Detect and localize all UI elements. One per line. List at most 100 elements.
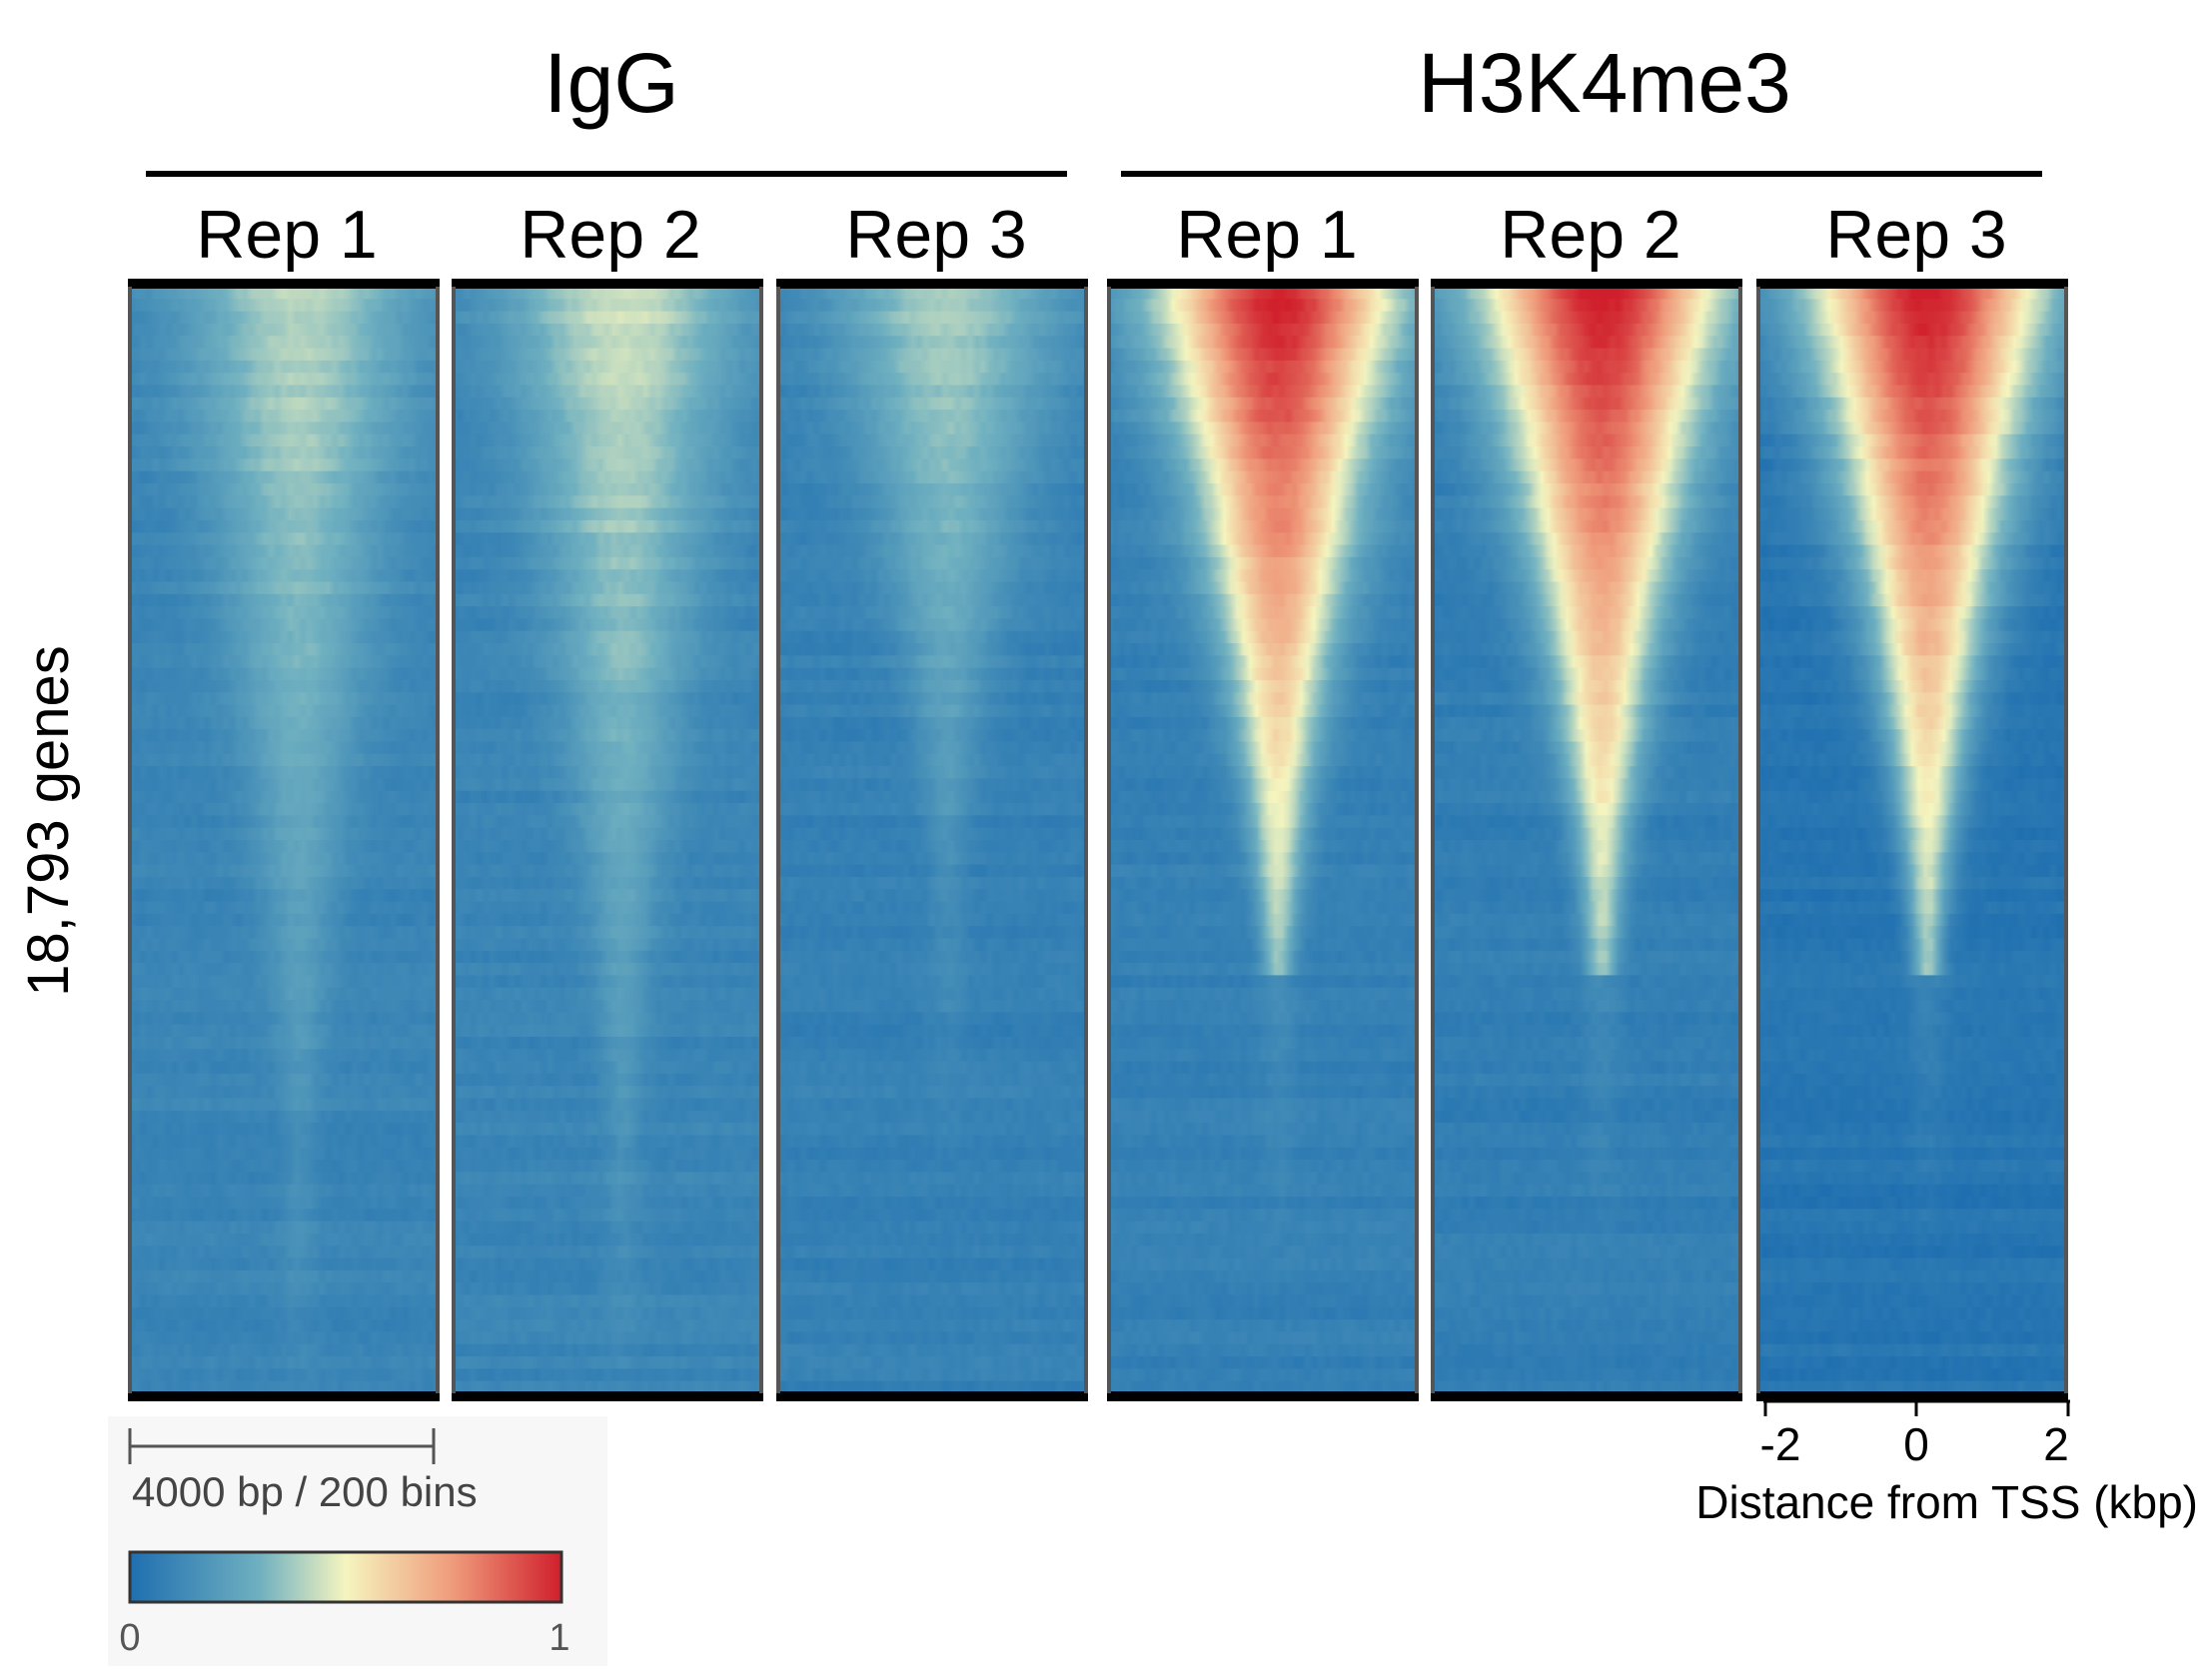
- heatmap-row: [1109, 1086, 1417, 1100]
- heatmap-row: [454, 655, 761, 669]
- replicate-label-igg-rep2: Rep 2: [520, 197, 700, 273]
- heatmap-row: [454, 1343, 761, 1357]
- heatmap-row: [130, 410, 438, 423]
- heatmap-row: [778, 1343, 1086, 1357]
- heatmap-row: [130, 1110, 438, 1124]
- heatmap-row: [1109, 287, 1417, 300]
- heatmap-row: [778, 385, 1086, 399]
- group-title-igg: IgG: [544, 36, 678, 130]
- heatmap-row: [1433, 470, 1740, 484]
- heatmap-row: [130, 569, 438, 583]
- heatmap-row: [1109, 544, 1417, 558]
- heatmap-row: [1758, 643, 2066, 656]
- heatmap-row: [778, 373, 1086, 387]
- heatmap-row: [778, 778, 1086, 792]
- panel-left-border: [452, 287, 456, 1393]
- heatmap-panel-igg-rep1: [128, 279, 440, 1401]
- heatmap-row: [1433, 1319, 1740, 1333]
- heatmap-row: [130, 1073, 438, 1087]
- heatmap-row: [778, 507, 1086, 521]
- heatmap-row: [454, 495, 761, 509]
- heatmap-row: [1109, 532, 1417, 546]
- heatmap-row: [454, 385, 761, 399]
- heatmap-row: [1109, 1049, 1417, 1063]
- heatmap-row: [130, 963, 438, 977]
- heatmap-row: [1109, 482, 1417, 496]
- heatmap-row: [778, 655, 1086, 669]
- heatmap-row: [130, 421, 438, 435]
- heatmap-row: [130, 1036, 438, 1050]
- heatmap-row: [130, 1319, 438, 1333]
- heatmap-row: [130, 458, 438, 472]
- heatmap-row: [778, 716, 1086, 730]
- heatmap-row: [1433, 827, 1740, 841]
- heatmap-row: [454, 975, 761, 989]
- heatmap-row: [778, 1331, 1086, 1345]
- heatmap-row: [1433, 446, 1740, 459]
- heatmap-row: [1758, 433, 2066, 447]
- heatmap-row: [454, 1233, 761, 1247]
- heatmap-row: [454, 913, 761, 927]
- row-label: 18,793 genes: [16, 645, 81, 997]
- heatmap-row: [1758, 1331, 2066, 1345]
- heatmap-row: [454, 1147, 761, 1161]
- heatmap-row: [1433, 458, 1740, 472]
- heatmap-row: [1758, 778, 2066, 792]
- heatmap-row: [1758, 1073, 2066, 1087]
- panel-top-border: [452, 279, 763, 289]
- heatmap-row: [1758, 507, 2066, 521]
- heatmap-row: [1433, 1246, 1740, 1259]
- heatmap-row: [1109, 1233, 1417, 1247]
- heatmap-row: [454, 815, 761, 829]
- heatmap-row: [778, 1086, 1086, 1100]
- heatmap-row: [1433, 410, 1740, 423]
- heatmap-row: [1109, 1343, 1417, 1357]
- heatmap-row: [130, 1123, 438, 1137]
- x-axis-title: Distance from TSS (kbp): [1695, 1476, 2198, 1528]
- heatmap-row: [1758, 766, 2066, 780]
- heatmap-row: [130, 1135, 438, 1149]
- heatmap-row: [1433, 336, 1740, 350]
- heatmap-row: [1433, 1269, 1740, 1283]
- heatmap-row: [454, 1086, 761, 1100]
- heatmap-row: [778, 1049, 1086, 1063]
- heatmap-row: [130, 544, 438, 558]
- heatmap-row: [778, 864, 1086, 878]
- heatmap-row: [778, 323, 1086, 337]
- heatmap-row: [454, 643, 761, 656]
- heatmap-row: [778, 630, 1086, 644]
- heatmap-row: [454, 556, 761, 570]
- heatmap-row: [1758, 741, 2066, 755]
- panel-left-border: [1756, 287, 1760, 1393]
- heatmap-row: [454, 1000, 761, 1013]
- heatmap-row: [454, 323, 761, 337]
- heatmap-row: [778, 1147, 1086, 1161]
- heatmap-row: [1433, 753, 1740, 767]
- heatmap-row: [454, 630, 761, 644]
- heatmap-row: [778, 336, 1086, 350]
- heatmap-row: [1433, 1061, 1740, 1075]
- heatmap-row: [1433, 766, 1740, 780]
- heatmap-row: [778, 643, 1086, 656]
- heatmap-row: [778, 1269, 1086, 1283]
- heatmap-row: [454, 1061, 761, 1075]
- heatmap-row: [778, 790, 1086, 804]
- heatmap-row: [1758, 311, 2066, 325]
- heatmap-row: [1433, 593, 1740, 607]
- heatmap-row: [1758, 519, 2066, 533]
- heatmap-row: [1433, 901, 1740, 915]
- heatmap-row: [1758, 348, 2066, 362]
- heatmap-row: [778, 1073, 1086, 1087]
- heatmap-row: [130, 1380, 438, 1394]
- heatmap-row: [778, 975, 1086, 989]
- heatmap-row: [1758, 556, 2066, 570]
- heatmap-row: [130, 287, 438, 300]
- heatmap-row: [1109, 581, 1417, 595]
- heatmap-row: [130, 1368, 438, 1382]
- heatmap-row: [454, 1073, 761, 1087]
- heatmap-row: [1758, 1356, 2066, 1369]
- heatmap-row: [1109, 864, 1417, 878]
- heatmap-row: [1109, 556, 1417, 570]
- heatmap-row: [1109, 446, 1417, 459]
